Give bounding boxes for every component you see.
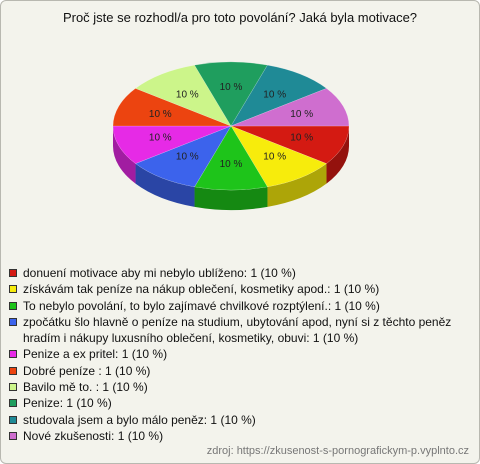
source: zdroj: https://zkusenost-s-pornograficky… [206,445,469,457]
legend-label: donuení motivace aby mi nebylo ublíženo:… [23,266,296,280]
slice-side [326,126,349,184]
legend-item: studovala jsem a bylo málo peněz: 1 (10 … [9,412,471,428]
legend-item: To nebylo povolání, to bylo zajímavé chv… [9,298,471,314]
slice [135,125,232,188]
data-label: 10 % [176,152,199,163]
data-label: 10 % [290,133,313,144]
legend-swatch [9,383,17,392]
data-label: 10 % [176,90,199,101]
legend-label: Penize a ex pritel: 1 (10 %) [23,347,168,362]
pie-area: 10 % 10 % 10 % 10 % 10 % 10 % 10 % 10 % 10 % 10 % [112,61,350,210]
legend-swatch [9,431,17,440]
legend: donuení motivace aby mi nebylo ublíženo:… [9,265,471,444]
data-label: 10 % [220,159,243,170]
legend-item: Nové zkušenosti: 1 (10 %) [9,428,471,444]
slice [194,125,268,191]
slice-side [113,126,136,184]
legend-item: Dobré peníze : 1 (10 %) [9,363,471,379]
legend-label: Bavilo mě to. : 1 (10 %) [23,380,148,395]
legend-label: zpočátku šlo hlavně o peníze na studium,… [23,314,452,346]
legend-swatch [9,399,17,408]
data-label: 10 % [149,109,172,120]
data-label: 10 % [290,109,313,120]
legend-swatch [9,415,17,424]
legend-item: zpočátku šlo hlavně o peníze na studium,… [9,314,471,347]
legend-label: získávám tak peníze na nákup oblečení, k… [23,282,380,297]
legend-swatch [9,269,17,277]
legend-swatch [9,301,17,310]
legend-item: Penize: 1 (10 %) [9,395,471,411]
legend-item: získávám tak peníze na nákup oblečení, k… [9,281,471,297]
data-label: 10 % [149,133,172,144]
slice [230,125,327,188]
slice [112,125,232,164]
chart-title: Proč jste se rozhodl/a pro toto povolání… [62,10,418,25]
slice [135,64,232,127]
legend-label: Penize: 1 (10 %) [23,396,112,411]
legend-item: donuení motivace aby mi nebylo ublíženo:… [9,265,471,281]
slice [230,64,327,127]
slice [230,125,350,164]
legend-label: Dobré peníze : 1 (10 %) [23,363,151,378]
legend-swatch [9,317,17,326]
slice-side [194,186,268,210]
data-label: 10 % [263,90,286,101]
legend-item: Bavilo mě to. : 1 (10 %) [9,379,471,395]
slice [112,88,232,127]
legend-item: Penize a ex pritel: 1 (10 %) [9,346,471,362]
legend-swatch [9,350,17,359]
legend-swatch [9,285,17,294]
slice [194,61,268,127]
slice-side [267,163,327,207]
data-label: 10 % [220,82,243,93]
slice-side [135,163,195,207]
legend-swatch [9,366,17,375]
data-label: 10 % [263,152,286,163]
legend-label: studovala jsem a bylo málo peněz: 1 (10 … [23,412,256,427]
legend-label: To nebylo povolání, to bylo zajímavé chv… [23,298,380,313]
slice [230,88,350,127]
legend-label: Nové zkušenosti: 1 (10 %) [23,428,164,443]
